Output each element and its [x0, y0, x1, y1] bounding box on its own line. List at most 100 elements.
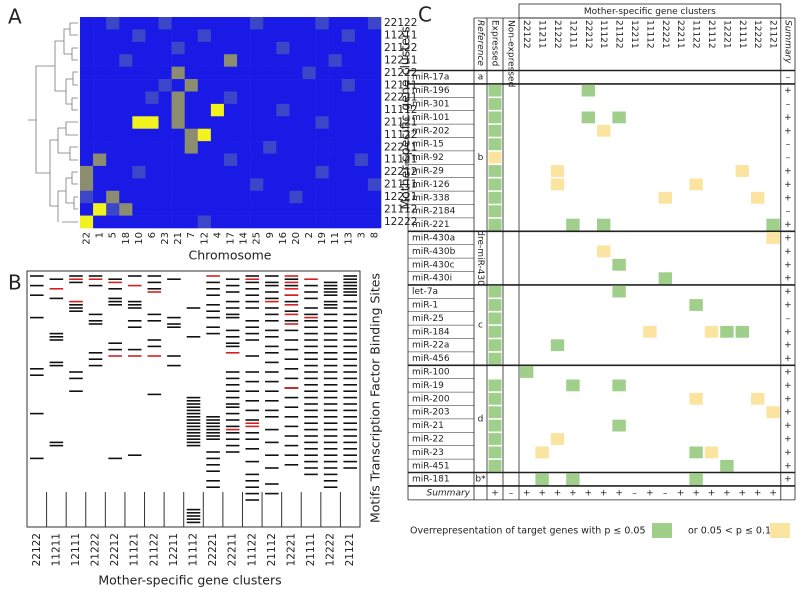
heatmap-cell [367, 141, 382, 154]
heatmap-cell [367, 165, 382, 179]
summary-sign: + [784, 247, 792, 257]
row-name: miR-184 [412, 327, 450, 337]
heatmap-cell [184, 141, 199, 154]
heatmap-cell [106, 203, 120, 216]
summary-label: Summary [427, 488, 471, 498]
heatmap-cell [171, 215, 185, 229]
col-label: 19 [317, 232, 328, 245]
summary-sign: + [784, 180, 792, 190]
summary-sign: – [663, 488, 668, 498]
enrichment-cell [550, 339, 565, 352]
column-header: Reference [475, 20, 485, 66]
heatmap-cell [171, 141, 185, 154]
heatmap-cell [276, 116, 290, 130]
heatmap-cell [367, 153, 382, 167]
heatmap-cell [80, 79, 94, 92]
col-label: 12 [199, 232, 210, 245]
summary-sign: + [615, 488, 623, 498]
summary-sign: + [554, 488, 562, 498]
row-name: miR-430b [412, 247, 456, 257]
expressed-cell [488, 205, 502, 218]
heatmap-cell [237, 54, 251, 67]
heatmap-cell [119, 66, 133, 80]
heatmap-cell [315, 165, 329, 179]
heatmap-cell [250, 153, 264, 167]
heatmap-cell [158, 153, 172, 167]
heatmap-cell [276, 215, 290, 229]
heatmap-cell [263, 153, 277, 167]
heatmap-cell [328, 165, 343, 179]
heatmap-cell [250, 54, 264, 67]
enrichment-cell [766, 406, 780, 419]
legend-swatch [652, 523, 672, 538]
summary-sign: + [538, 488, 546, 498]
row-name: miR-430i [412, 274, 452, 284]
heatmap-cell [184, 17, 199, 30]
col-label: 14 [239, 232, 250, 245]
heatmap-cell [158, 41, 172, 55]
summary-sign: + [784, 368, 792, 378]
heatmap-cell [289, 190, 303, 204]
heatmap-cell [289, 141, 303, 154]
enrichment-cell [735, 325, 749, 338]
heatmap-cell [106, 103, 120, 117]
heatmap-cell [158, 178, 172, 192]
heatmap-cell [341, 128, 356, 142]
col-label: 5 [108, 232, 119, 238]
summary-sign: – [786, 153, 791, 163]
row-label: 12222 [384, 216, 417, 228]
heatmap-cell [106, 165, 120, 179]
row-label: 11121 [384, 154, 417, 166]
row-label: 21121 [384, 117, 417, 129]
col-label: 1 [95, 232, 106, 238]
heatmap-cell [315, 54, 329, 67]
summary-sign: + [784, 394, 792, 404]
heatmap-cell [93, 103, 107, 117]
summary-sign: + [784, 220, 792, 230]
column-header: 11122 [691, 20, 701, 49]
expressed-cell [488, 419, 502, 432]
heatmap-cell [132, 17, 146, 30]
heatmap-cell [237, 128, 251, 142]
heatmap-cell [184, 103, 199, 117]
heatmap-cell [210, 91, 225, 105]
heatmap-cell [223, 215, 238, 229]
heatmap-cell [210, 103, 225, 117]
heatmap-cell [302, 128, 316, 142]
row-name: miR-456 [412, 354, 450, 364]
heatmap-cell [289, 17, 303, 30]
heatmap-cell [263, 178, 277, 192]
heatmap-cell [263, 103, 277, 117]
heatmap-cell [289, 153, 303, 167]
row-label: 22122 [384, 17, 417, 29]
heatmap-cell [171, 91, 185, 105]
heatmap-cell [158, 190, 172, 204]
row-name: miR-1 [412, 301, 438, 311]
heatmap-cell [223, 66, 238, 80]
col-label: 3 [356, 232, 367, 238]
heatmap-cell [184, 29, 199, 43]
heatmap-cell [328, 178, 343, 192]
heatmap-cell [302, 190, 316, 204]
enrichment-cell [612, 379, 626, 392]
heatmap-cell [210, 190, 225, 204]
heatmap-cell [263, 128, 277, 142]
heatmap-cell [328, 141, 343, 154]
heatmap-cell [354, 79, 369, 92]
heatmap-cell [302, 178, 316, 192]
heatmap-cell [119, 103, 133, 117]
heatmap-cell [80, 41, 94, 55]
heatmap-cell [354, 91, 369, 105]
heatmap-cell [197, 79, 212, 92]
heatmap-cell [263, 190, 277, 204]
summary-sign: – [786, 207, 791, 217]
heatmap-cell [223, 190, 238, 204]
heatmap-cell [223, 203, 238, 216]
heatmap-cell [328, 29, 343, 43]
heatmap-cell [158, 103, 172, 117]
heatmap-cell [315, 91, 329, 105]
heatmap-cell [341, 153, 356, 167]
col-label: 21 [173, 232, 184, 245]
col-label: 9 [265, 232, 276, 238]
